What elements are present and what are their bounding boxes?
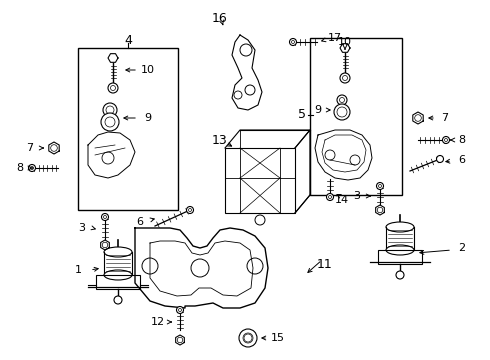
Circle shape bbox=[28, 165, 35, 171]
Text: 4: 4 bbox=[124, 33, 132, 46]
Text: 16: 16 bbox=[212, 12, 228, 24]
Text: 8: 8 bbox=[459, 135, 466, 145]
Text: 7: 7 bbox=[26, 143, 33, 153]
Bar bbox=[310, 38, 402, 195]
Circle shape bbox=[334, 104, 350, 120]
Circle shape bbox=[290, 39, 296, 45]
Text: 3: 3 bbox=[353, 191, 361, 201]
Text: 7: 7 bbox=[441, 113, 448, 123]
Ellipse shape bbox=[386, 222, 414, 232]
Text: 12: 12 bbox=[151, 317, 165, 327]
Text: 6: 6 bbox=[137, 217, 144, 227]
Text: 15: 15 bbox=[271, 333, 285, 343]
Circle shape bbox=[376, 183, 384, 189]
Text: 13: 13 bbox=[212, 134, 228, 147]
Text: 10: 10 bbox=[338, 37, 352, 47]
Circle shape bbox=[187, 207, 194, 213]
Circle shape bbox=[326, 194, 334, 201]
Bar bbox=[96, 275, 140, 289]
Circle shape bbox=[101, 113, 119, 131]
Circle shape bbox=[114, 296, 122, 304]
Circle shape bbox=[337, 95, 347, 105]
Bar bbox=[78, 48, 178, 210]
Text: 8: 8 bbox=[17, 163, 24, 173]
Bar bbox=[225, 148, 295, 213]
Ellipse shape bbox=[104, 270, 132, 280]
Circle shape bbox=[340, 73, 350, 83]
Bar bbox=[378, 250, 422, 264]
Ellipse shape bbox=[386, 245, 414, 255]
Text: 9: 9 bbox=[145, 113, 151, 123]
Text: 11: 11 bbox=[317, 258, 333, 271]
Circle shape bbox=[396, 271, 404, 279]
Text: 17: 17 bbox=[328, 33, 342, 43]
Circle shape bbox=[108, 83, 118, 93]
Ellipse shape bbox=[104, 247, 132, 257]
Text: 9: 9 bbox=[315, 105, 321, 115]
Circle shape bbox=[437, 156, 443, 162]
Circle shape bbox=[442, 136, 449, 144]
Text: 1: 1 bbox=[74, 265, 81, 275]
Circle shape bbox=[101, 213, 108, 220]
Text: 5: 5 bbox=[298, 108, 306, 122]
Text: 3: 3 bbox=[78, 223, 85, 233]
Circle shape bbox=[176, 306, 183, 314]
Text: 6: 6 bbox=[459, 155, 466, 165]
Text: 2: 2 bbox=[459, 243, 466, 253]
Text: 14: 14 bbox=[335, 195, 349, 205]
Circle shape bbox=[239, 329, 257, 347]
Text: 10: 10 bbox=[141, 65, 155, 75]
Circle shape bbox=[103, 103, 117, 117]
